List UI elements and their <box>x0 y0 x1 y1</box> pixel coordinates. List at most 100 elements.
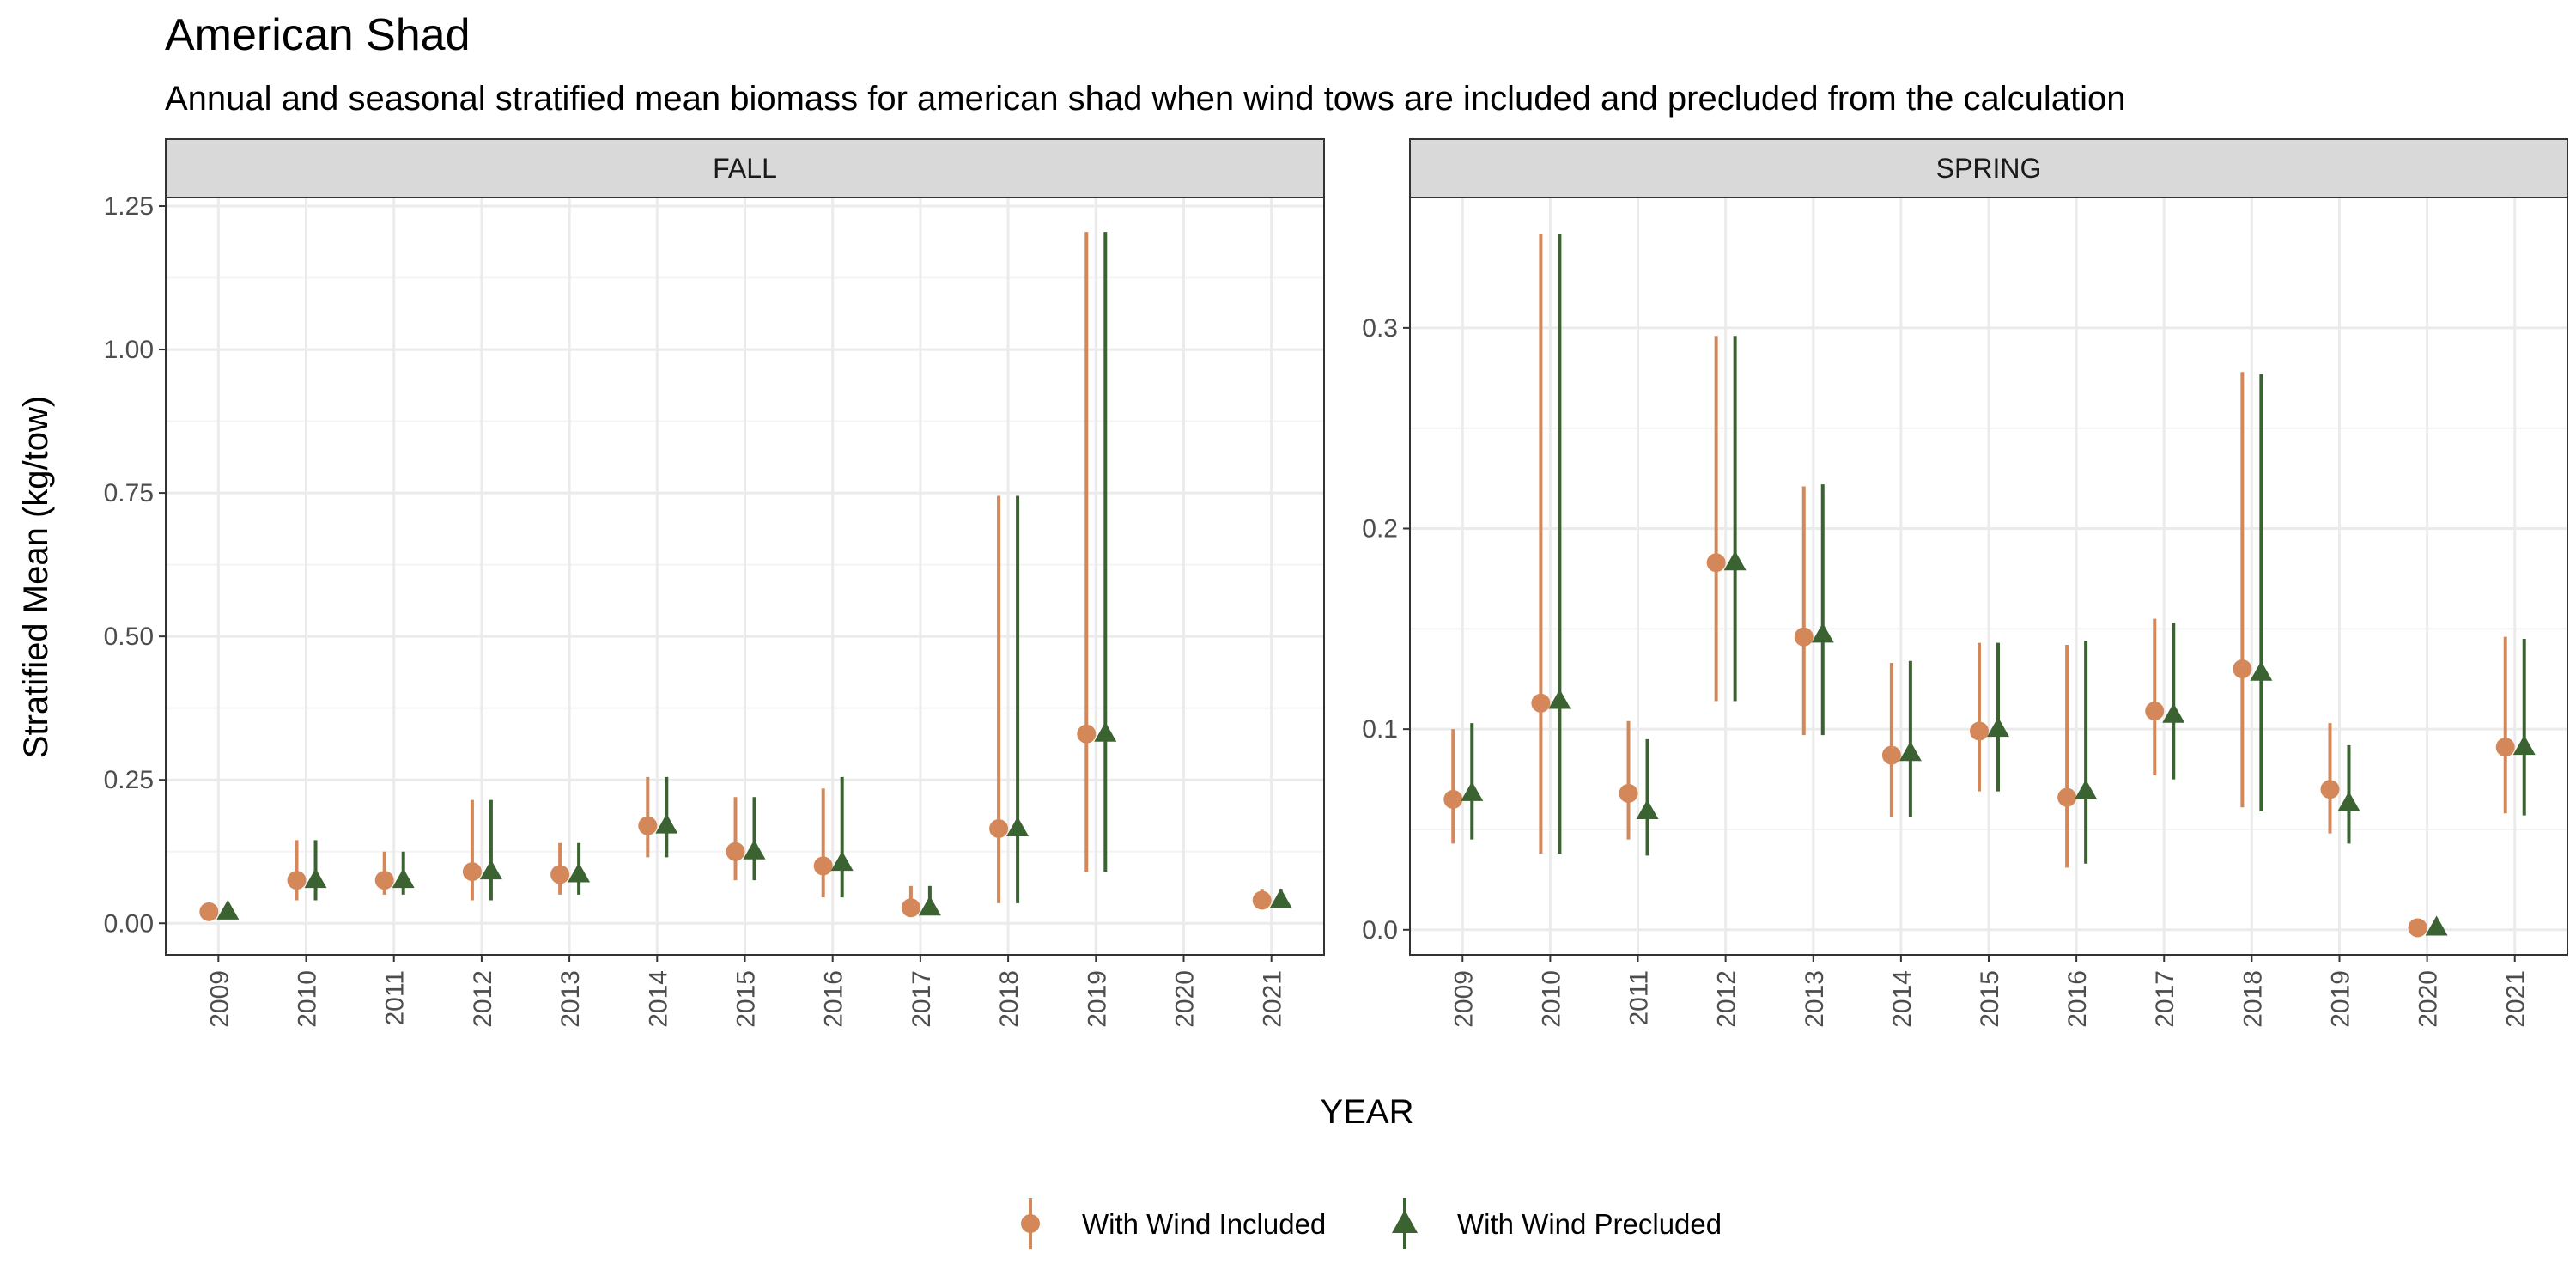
x-tick-label: 2015 <box>1976 970 2004 1028</box>
x-tick-label: 2019 <box>1083 970 1111 1028</box>
data-point-precluded <box>1094 721 1117 742</box>
data-point-included <box>2495 738 2515 757</box>
data-point-included <box>901 898 920 918</box>
y-tick-label: 0.50 <box>104 623 154 651</box>
data-point-precluded <box>2337 791 2360 811</box>
data-point-precluded <box>1548 689 1571 709</box>
x-tick-label: 2013 <box>556 970 585 1028</box>
y-tick-label: 1.00 <box>104 336 154 364</box>
data-point-included <box>1077 724 1097 744</box>
x-tick-label: 2014 <box>644 970 672 1028</box>
facet-panel-fall: 0.00 0.25 0.50 0.75 1.00 1.25 2009 2010 2011 2012… <box>104 138 1325 1028</box>
data-point-precluded <box>2512 735 2536 756</box>
y-tick-label: 0.0 <box>1362 916 1398 945</box>
data-point-included <box>2233 659 2252 679</box>
facet-panel-spring: 0.0 0.1 0.2 0.3 2009 2010 2011 2012 2013 2014 2015… <box>1362 138 2568 1028</box>
x-tick-label: 2015 <box>732 970 761 1028</box>
x-tick-label: 2021 <box>2502 970 2530 1028</box>
data-point-included <box>1970 721 1989 741</box>
y-tick-label: 0.3 <box>1362 314 1398 343</box>
x-tick-label: 2013 <box>1801 970 1829 1028</box>
data-point-precluded <box>1811 623 1834 643</box>
data-point-precluded <box>1006 817 1030 836</box>
data-point-precluded <box>216 899 240 920</box>
x-tick-label: 2010 <box>294 970 322 1028</box>
data-point-included <box>1881 745 1901 765</box>
x-tick-label: 2014 <box>1888 970 1917 1028</box>
x-tick-label: 2009 <box>205 970 234 1028</box>
data-point-included <box>638 816 658 835</box>
data-point-precluded <box>479 860 502 880</box>
chart-subtitle: Annual and seasonal stratified mean biom… <box>165 80 2126 118</box>
data-point-included <box>2145 702 2165 721</box>
y-axis-title: Stratified Mean (kg/tow) <box>17 396 55 758</box>
x-tick-label: 2018 <box>995 970 1024 1028</box>
x-tick-label: 2012 <box>469 970 497 1028</box>
data-point-precluded <box>2425 915 2448 936</box>
data-point-included <box>1252 890 1272 910</box>
data-point-included <box>813 856 833 876</box>
chart-title: American Shad <box>165 10 471 60</box>
data-point-included <box>550 865 570 884</box>
legend: With Wind Included With Wind Precluded <box>1021 1198 1722 1249</box>
data-point-precluded <box>1987 717 2009 738</box>
x-tick-label: 2011 <box>381 970 410 1026</box>
data-point-included <box>2408 918 2427 938</box>
data-point-precluded <box>392 868 415 889</box>
x-tick-label: 2017 <box>2151 970 2179 1028</box>
data-point-precluded <box>1269 888 1292 908</box>
x-tick-label: 2016 <box>820 970 848 1028</box>
y-tick-label: 0.00 <box>104 909 154 938</box>
data-point-included <box>374 871 394 890</box>
y-tick-label: 0.2 <box>1362 515 1398 544</box>
data-point-precluded <box>830 851 854 872</box>
y-tick-label: 0.75 <box>104 479 154 507</box>
data-point-precluded <box>1723 550 1747 571</box>
x-tick-label: 2010 <box>1537 970 1565 1028</box>
data-point-precluded <box>568 862 591 883</box>
data-point-included <box>726 841 745 861</box>
x-tick-label: 2012 <box>1713 970 1741 1028</box>
data-point-included <box>2320 780 2340 799</box>
data-point-included <box>462 862 482 882</box>
data-point-precluded <box>2075 779 2098 799</box>
data-point-precluded <box>1461 781 1484 801</box>
data-point-precluded <box>655 813 678 834</box>
legend-label: With Wind Precluded <box>1457 1208 1722 1240</box>
data-point-precluded <box>918 896 941 916</box>
facet-strip-label: SPRING <box>1936 153 2042 184</box>
legend-key-circle <box>1021 1214 1040 1233</box>
x-tick-label: 2016 <box>2063 970 2092 1028</box>
facet-strip-label: FALL <box>713 153 777 184</box>
x-tick-label: 2019 <box>2326 970 2354 1028</box>
facet-strip <box>1409 138 2568 198</box>
data-point-precluded <box>1899 741 1922 762</box>
data-point-precluded <box>2162 702 2185 723</box>
data-point-included <box>1706 553 1726 573</box>
facet-strip <box>165 138 1325 198</box>
x-tick-label: 2009 <box>1449 970 1478 1028</box>
data-point-included <box>2057 787 2077 807</box>
data-point-included <box>1619 783 1638 803</box>
data-point-included <box>1794 627 1814 647</box>
legend-label: With Wind Included <box>1082 1208 1326 1240</box>
data-point-included <box>1443 789 1463 809</box>
x-tick-label: 2017 <box>908 970 936 1028</box>
data-point-included <box>989 819 1009 838</box>
x-axis-title: YEAR <box>1321 1093 1414 1131</box>
x-tick-label: 2011 <box>1625 970 1654 1026</box>
data-point-included <box>199 902 219 921</box>
y-tick-label: 0.25 <box>104 766 154 794</box>
x-tick-label: 2020 <box>2415 970 2443 1028</box>
data-point-included <box>1531 693 1551 713</box>
data-point-precluded <box>2250 660 2273 681</box>
y-tick-label: 0.1 <box>1362 715 1398 744</box>
data-point-precluded <box>743 839 766 860</box>
y-tick-label: 1.25 <box>104 192 154 221</box>
data-point-included <box>287 871 307 890</box>
legend-key-triangle <box>1392 1210 1418 1233</box>
x-tick-label: 2018 <box>2239 970 2267 1028</box>
data-point-precluded <box>304 868 327 889</box>
x-tick-label: 2020 <box>1170 970 1199 1028</box>
data-point-precluded <box>1636 799 1659 819</box>
